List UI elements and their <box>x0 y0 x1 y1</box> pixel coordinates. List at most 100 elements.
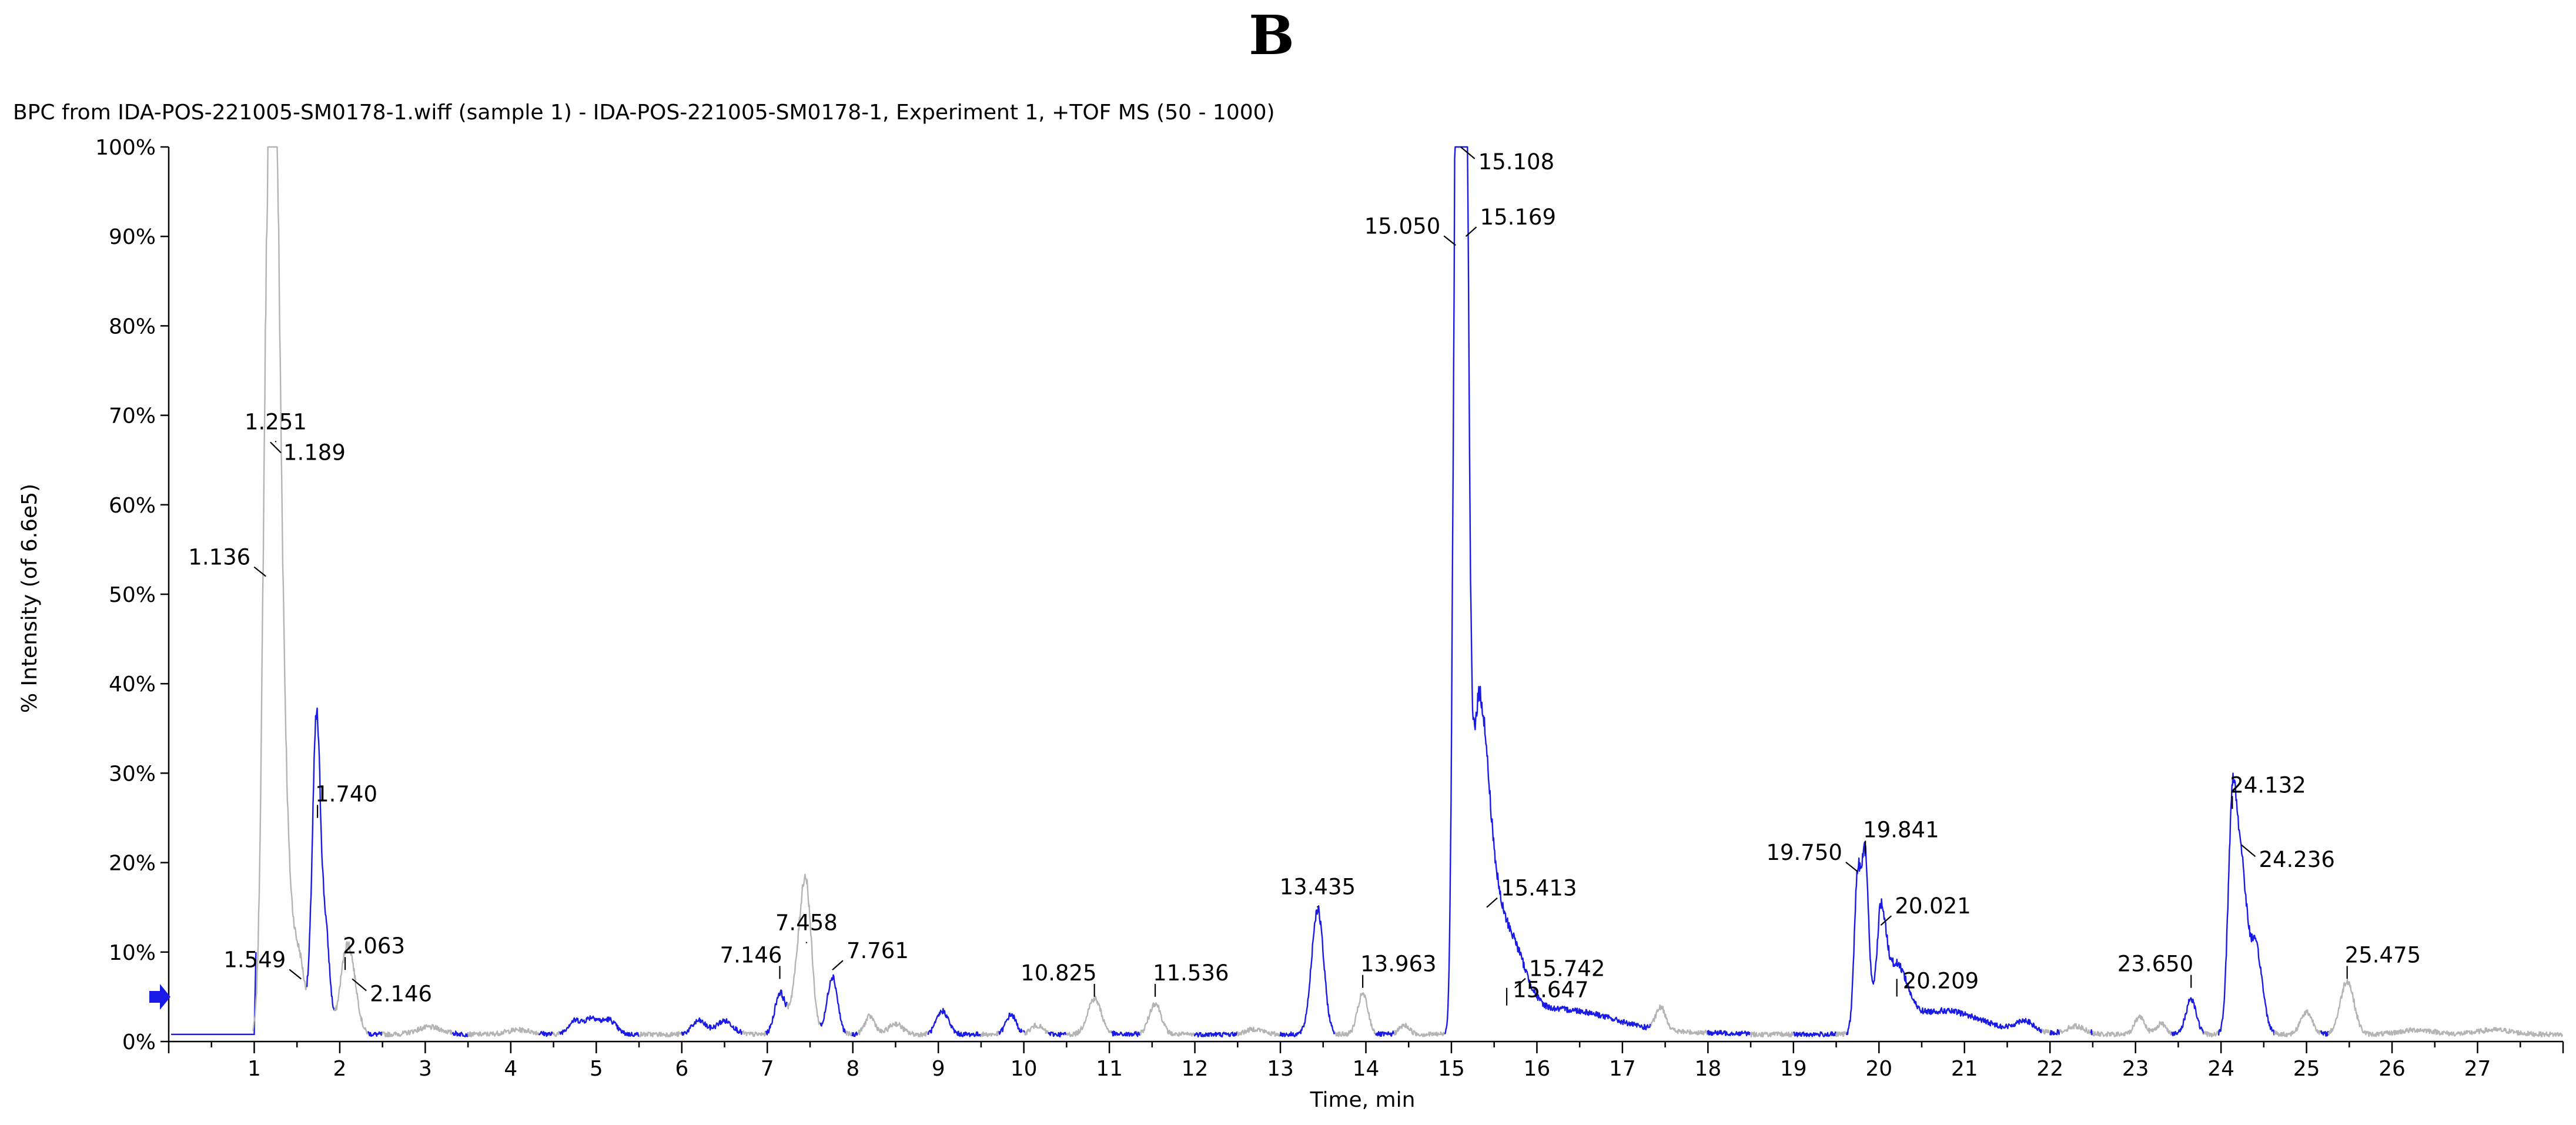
y-tick-label: 0% <box>122 1030 156 1054</box>
peak-leader-line <box>253 566 266 577</box>
trace-segment-blue <box>1707 1030 1751 1037</box>
peak-label: 23.650 <box>2117 952 2193 977</box>
x-tick-label: 12 <box>1182 1057 1209 1081</box>
x-tick-label: 8 <box>846 1057 859 1081</box>
trace-segment-blue <box>2090 1029 2093 1036</box>
trace-segment-gray <box>1334 992 1377 1037</box>
x-tick-label: 10 <box>1011 1057 1038 1081</box>
trace-segment-blue <box>1846 841 2043 1036</box>
trace-segment-gray <box>1393 1023 1446 1037</box>
trace-segment-blue <box>1793 1031 1837 1037</box>
trace-segment-gray <box>382 1024 453 1037</box>
y-tick-label: 50% <box>109 583 156 607</box>
trace-segment-gray <box>1835 1031 1848 1037</box>
peak-label: 1.251 <box>245 409 307 434</box>
trace-segment-gray <box>2092 1014 2172 1037</box>
x-tick-label: 21 <box>1951 1057 1978 1081</box>
peak-label: 20.209 <box>1903 968 1979 993</box>
x-tick-label: 23 <box>2122 1057 2149 1081</box>
peak-leader-line <box>1880 915 1892 926</box>
trace-segment-gray <box>845 1030 853 1037</box>
peak-label: 25.475 <box>2345 942 2421 967</box>
axis-frame <box>168 147 2563 1043</box>
trace-segment-gray <box>2203 1030 2220 1037</box>
trace-segment-blue <box>819 974 847 1034</box>
trace-segment-gray <box>2040 1028 2051 1035</box>
peak-leader-line <box>1465 226 1477 237</box>
x-tick-label: 18 <box>1694 1057 1721 1081</box>
peak-leader-line <box>1443 235 1456 246</box>
trace-segment-gray <box>467 1026 540 1037</box>
peak-label: 1.136 <box>188 545 250 570</box>
peak-leader-line <box>289 969 302 980</box>
x-tick-label: 15 <box>1438 1057 1465 1081</box>
peak-label: 10.825 <box>1021 960 1096 986</box>
trace-segment-blue <box>451 1030 469 1037</box>
x-tick-label: 2 <box>333 1057 346 1081</box>
x-tick-label: 27 <box>2464 1057 2491 1081</box>
x-tick-label: 6 <box>675 1057 688 1081</box>
trace-segment-blue <box>2217 772 2275 1036</box>
peak-label: 20.021 <box>1895 893 1971 919</box>
trace-segment-gray <box>333 941 369 1034</box>
peak-label: 15.742 <box>1529 956 1605 982</box>
y-tick-label: 60% <box>109 494 156 518</box>
x-tick-label: 5 <box>590 1057 603 1081</box>
trace-segment-blue <box>1374 1030 1394 1037</box>
peak-label: 2.063 <box>343 933 405 959</box>
peak-leader-line <box>1845 861 1858 872</box>
peak-label: 15.050 <box>1364 213 1440 239</box>
trace-segment-gray <box>742 1030 767 1037</box>
trace-segment-blue <box>2049 1029 2060 1036</box>
x-tick-label: 24 <box>2207 1057 2234 1081</box>
y-tick-label: 90% <box>109 225 156 249</box>
trace-segment-blue <box>681 1017 744 1036</box>
x-tick-label: 17 <box>1609 1057 1636 1081</box>
x-tick-label: 9 <box>932 1057 945 1081</box>
trace-segment-gray <box>980 1030 1000 1037</box>
y-tick-label: 100% <box>95 136 156 160</box>
trace-segment-gray <box>787 873 821 1025</box>
current-trace-arrow-icon[interactable] <box>149 984 170 1010</box>
peak-label: 2.146 <box>370 981 432 1006</box>
y-tick-label: 80% <box>109 314 156 339</box>
trace-segment-gray <box>552 1030 560 1037</box>
peak-label: 1.189 <box>283 440 346 465</box>
x-tick-label: 11 <box>1096 1057 1123 1081</box>
trace-segment-gray <box>1237 1026 1281 1037</box>
trace-segment-blue <box>765 989 788 1036</box>
peak-label: 15.647 <box>1513 977 1588 1003</box>
trace-segment-gray <box>2274 1009 2321 1037</box>
peak-leader-line <box>270 441 282 454</box>
peak-label: 7.458 <box>775 910 838 936</box>
trace-segment-blue <box>559 1015 640 1037</box>
trace-segment-gray <box>1749 1031 1794 1038</box>
x-tick-label: 16 <box>1524 1057 1551 1081</box>
y-tick-label: 40% <box>109 672 156 697</box>
trace-segment-blue <box>998 1012 1023 1035</box>
trace-segment-blue <box>367 1031 383 1037</box>
trace-segment-blue <box>927 1007 982 1037</box>
trace-segment-gray <box>2327 979 2563 1037</box>
y-tick-label: 10% <box>109 941 156 965</box>
x-tick-label: 7 <box>761 1057 774 1081</box>
trace-segment-blue <box>1023 1030 1026 1033</box>
trace-segment-blue <box>1444 146 1652 1034</box>
peak-label: 13.435 <box>1280 875 1356 900</box>
x-tick-label: 26 <box>2378 1057 2406 1081</box>
trace-segment-blue <box>306 707 335 1011</box>
trace-segment-gray <box>2059 1023 2092 1035</box>
x-tick-label: 19 <box>1780 1057 1807 1081</box>
x-tick-label: 4 <box>504 1057 517 1081</box>
trace-baseline-segment <box>171 952 257 1036</box>
peak-label: 15.108 <box>1478 149 1554 175</box>
x-tick-label: 1 <box>247 1057 261 1081</box>
trace-layer <box>171 146 2563 1038</box>
peak-label: 15.413 <box>1501 876 1577 901</box>
peak-label: 11.536 <box>1153 960 1229 986</box>
peak-label: 7.146 <box>720 942 782 967</box>
y-tick-label: 20% <box>109 852 156 876</box>
peak-label: 7.761 <box>847 938 909 963</box>
peak-label: 15.169 <box>1480 205 1556 230</box>
peak-leader-line <box>1514 977 1526 989</box>
